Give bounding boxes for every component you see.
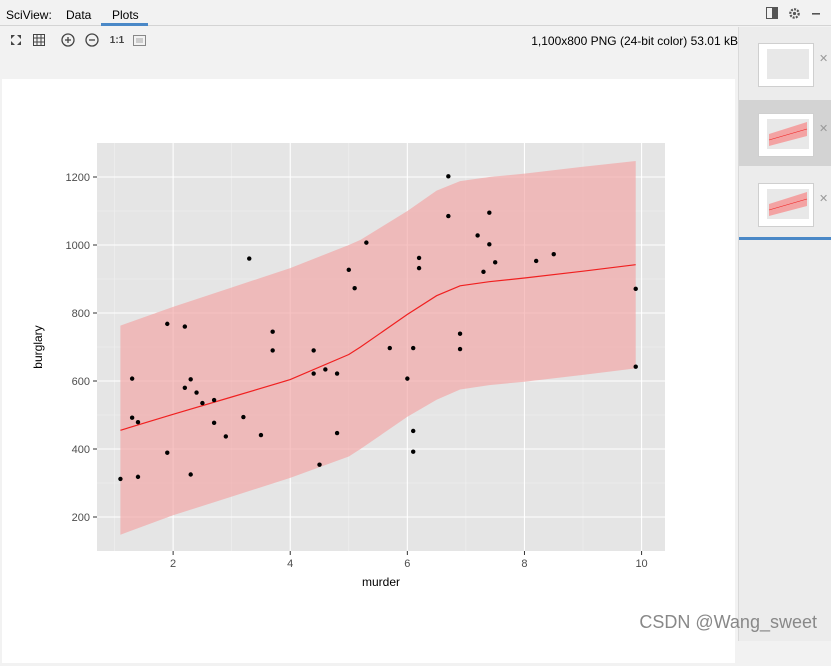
close-icon[interactable]: ✕ [819, 53, 829, 65]
data-point [188, 377, 193, 382]
data-point [311, 371, 316, 376]
fit-to-window-icon[interactable] [8, 32, 24, 48]
data-point [411, 449, 416, 454]
data-point [182, 385, 188, 390]
image-toolbar: 1:1 1,100x800 PNG (24-bit color) 53.01 k… [0, 27, 738, 53]
data-point [211, 397, 217, 403]
scatter-plot: 2 4 6 8 10 200 400 600 800 1000 1200 murder burgl… [31, 143, 665, 589]
data-point [533, 258, 539, 264]
data-point [416, 255, 422, 261]
data-point [118, 476, 123, 482]
data-point [200, 400, 205, 406]
zoom-out-icon[interactable] [84, 32, 100, 48]
data-point [334, 371, 340, 376]
grid-icon[interactable] [31, 32, 47, 48]
data-point [446, 213, 451, 219]
active-thumbnail-indicator [739, 237, 831, 240]
data-point [411, 345, 416, 351]
thumbnail-1[interactable]: ✕ [739, 30, 831, 96]
y-ticks: 200 400 600 800 1000 1200 [66, 172, 97, 524]
data-point [416, 265, 422, 271]
y-tick-label: 200 [72, 512, 90, 524]
data-points [118, 174, 638, 482]
data-point [223, 434, 229, 439]
data-point [334, 430, 340, 436]
data-point [182, 324, 188, 329]
image-canvas: 2 4 6 8 10 200 400 600 800 1000 1200 murder burgl… [0, 53, 738, 663]
plot-image: 2 4 6 8 10 200 400 600 800 1000 1200 murder burgl… [2, 79, 735, 663]
data-point [211, 420, 217, 426]
data-point [411, 428, 416, 434]
y-axis-label: burglary [31, 325, 45, 368]
gear-icon[interactable] [787, 6, 801, 20]
thumbnail-2[interactable]: ✕ [739, 100, 831, 166]
data-point [165, 450, 170, 455]
data-point [457, 331, 463, 336]
panel-toggle-icon[interactable] [765, 6, 779, 20]
y-tick-label: 800 [72, 308, 90, 320]
data-point [247, 256, 252, 261]
thumbnail-panel: ✕ ✕ ✕ [738, 27, 831, 641]
data-point [194, 390, 199, 395]
tab-data[interactable]: Data [66, 8, 92, 22]
active-tab-indicator [101, 23, 148, 26]
thumbnail-2-image [758, 113, 814, 157]
data-point [487, 242, 492, 247]
data-point [165, 321, 170, 327]
data-point [481, 269, 486, 275]
y-tick-label: 600 [72, 376, 90, 388]
data-point [352, 285, 357, 291]
data-point [633, 364, 638, 369]
x-tick-label: 10 [635, 558, 647, 570]
zoom-in-icon[interactable] [60, 32, 76, 48]
y-tick-label: 1000 [66, 240, 90, 252]
watermark: CSDN @Wang_sweet [639, 612, 817, 632]
data-point [492, 260, 498, 265]
data-point [270, 329, 275, 334]
minimize-icon[interactable] [809, 6, 823, 20]
background-icon[interactable] [131, 32, 147, 48]
data-point [405, 376, 410, 381]
data-point [323, 367, 328, 372]
data-point [129, 376, 135, 381]
data-point [487, 210, 492, 215]
x-ticks: 2 4 6 8 10 [170, 551, 648, 570]
data-point [364, 240, 369, 245]
data-point [457, 346, 463, 352]
actual-size-button[interactable]: 1:1 [109, 34, 125, 46]
x-tick-label: 2 [170, 558, 176, 570]
confidence-ribbon [120, 161, 636, 535]
x-tick-label: 6 [404, 558, 410, 570]
data-point [188, 472, 193, 477]
data-point [270, 348, 275, 353]
x-tick-label: 8 [521, 558, 527, 570]
close-icon[interactable]: ✕ [819, 123, 829, 135]
thumbnail-3[interactable]: ✕ [739, 170, 831, 236]
thumbnail-1-image [758, 43, 814, 87]
x-tick-label: 4 [287, 558, 293, 570]
data-point [551, 251, 556, 257]
data-point [135, 419, 141, 425]
data-point [258, 432, 264, 438]
x-axis-label: murder [362, 575, 400, 589]
tab-bar: SciView: Data Plots [0, 0, 831, 26]
data-point [317, 462, 322, 467]
image-info: 1,100x800 PNG (24-bit color) 53.01 kB [531, 34, 738, 48]
app-title: SciView: [6, 8, 52, 22]
y-tick-label: 400 [72, 444, 90, 456]
fit-line [120, 264, 636, 431]
data-point [387, 345, 392, 351]
data-point [129, 415, 135, 420]
tab-plots[interactable]: Plots [112, 8, 139, 22]
thumbnail-3-image [758, 183, 814, 227]
data-point [135, 474, 141, 480]
data-point [633, 286, 638, 292]
data-point [475, 233, 480, 238]
data-point [446, 174, 451, 179]
data-point [346, 267, 351, 273]
y-tick-label: 1200 [66, 172, 90, 184]
close-icon[interactable]: ✕ [819, 193, 829, 205]
data-point [311, 348, 316, 353]
data-point [241, 414, 246, 420]
